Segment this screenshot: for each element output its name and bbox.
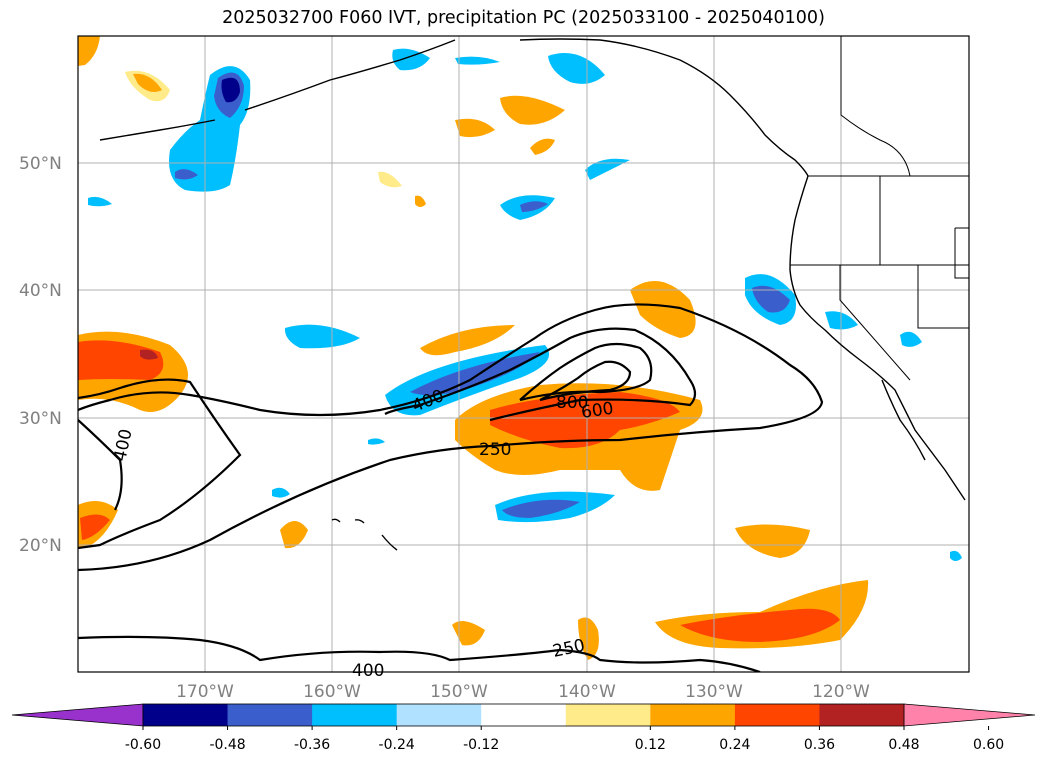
colorbar-swatch — [819, 704, 905, 726]
pos-anomaly-area — [415, 195, 426, 207]
colorbar-tick-label: -0.36 — [294, 737, 330, 753]
colorbar-tick-label: 0.12 — [635, 737, 666, 753]
colorbar-swatch — [227, 704, 313, 726]
pos-anomaly-area — [78, 36, 100, 66]
neg-anomaly-area — [410, 352, 540, 396]
map-title: 2025032700 F060 IVT, precipitation PC (2… — [222, 8, 825, 28]
neg-anomaly-area — [455, 56, 500, 65]
colorbar-swatch — [481, 704, 567, 726]
ivt-contours — [78, 303, 824, 672]
pos-anomaly-area — [530, 138, 555, 155]
lon-label-130: 130°W — [685, 682, 743, 702]
neg-anomaly-area — [221, 77, 240, 103]
colorbar-tick-label: -0.24 — [379, 737, 415, 753]
neg-anomaly-area — [950, 550, 962, 561]
map-frame — [77, 35, 970, 673]
pos-anomaly-area — [578, 617, 599, 660]
colorbar-swatch — [312, 704, 398, 726]
colorbar-extend-low — [11, 703, 144, 727]
lon-label-120: 120°W — [812, 682, 870, 702]
ivt-contour-250 — [78, 303, 824, 572]
colorbar: -0.60 -0.48 -0.36 -0.24 -0.12 0.12 0.24 0.36 0.4… — [11, 703, 1036, 753]
pos-anomaly-area — [735, 524, 810, 558]
neg-anomaly-area — [520, 201, 548, 212]
ivt-contour-800 — [539, 360, 632, 402]
pos-anomaly-area — [452, 621, 485, 646]
colorbar-frame — [142, 703, 905, 727]
pos-anomaly-area — [140, 349, 158, 360]
lat-label-30: 30°N — [19, 409, 62, 429]
neg-anomaly-area — [272, 487, 290, 498]
ivt-contour-600 — [519, 342, 653, 402]
pos-anomaly-area — [680, 608, 840, 642]
longitude-labels: 170°W 160°W 150°W 140°W 130°W 120°W — [176, 682, 870, 702]
neg-anomaly-area — [175, 169, 198, 180]
coastlines — [99, 38, 966, 551]
lon-label-170: 170°W — [176, 682, 234, 702]
ivt-contour-400 — [78, 378, 242, 550]
latitude-labels: 50°N 40°N 30°N 20°N — [19, 154, 62, 556]
ivt-contour-250 — [78, 635, 761, 672]
ivt-contour-400 — [78, 419, 123, 511]
colorbar-swatch — [650, 704, 736, 726]
colorbar-tick-label: 0.24 — [719, 737, 750, 753]
lon-label-140: 140°W — [558, 682, 616, 702]
colorbar-tick-label: 0.48 — [888, 737, 919, 753]
colorbar-swatch — [734, 704, 820, 726]
lat-label-20: 20°N — [19, 536, 62, 556]
neg-anomaly-area — [88, 196, 112, 207]
colorbar-swatch — [143, 704, 229, 726]
neg-anomaly-area — [900, 331, 922, 347]
pos-anomaly-area — [455, 118, 495, 138]
lat-label-40: 40°N — [19, 281, 62, 301]
colorbar-tick-label: 0.60 — [973, 737, 1004, 753]
neg-anomaly-area — [548, 53, 605, 84]
lon-label-150: 150°W — [430, 682, 488, 702]
pos-anomaly-area — [80, 514, 110, 540]
neg-anomaly-area — [585, 158, 630, 180]
map-gridlines — [78, 36, 969, 672]
colorbar-extend-high — [903, 703, 1036, 727]
colorbar-tick-label: -0.60 — [125, 737, 161, 753]
neg-anomaly-area — [752, 285, 790, 313]
pos-anomaly-area — [378, 171, 402, 188]
political-borders — [790, 36, 969, 381]
colorbar-swatch — [396, 704, 482, 726]
pos-anomaly-area — [490, 392, 680, 449]
ivt-label-800: 800 — [556, 393, 588, 413]
ivt-label-250: 250 — [479, 440, 511, 460]
colorbar-tick-label: 0.36 — [804, 737, 835, 753]
ivt-label-400-south: 400 — [352, 661, 384, 681]
pos-anomaly-area — [280, 521, 308, 549]
pos-anomaly-area — [625, 433, 665, 480]
colorbar-tick-label: -0.12 — [463, 737, 499, 753]
ivt-contour-label-group: 800 600 400 250 400 250 400 — [110, 386, 615, 681]
colorbar-swatch — [565, 704, 651, 726]
neg-anomaly-area — [284, 324, 360, 349]
lon-label-160: 160°W — [303, 682, 361, 702]
neg-anomaly-area — [368, 438, 385, 445]
pos-anomaly-area — [133, 73, 162, 92]
neg-anomaly-area — [502, 499, 580, 518]
pos-anomaly-area — [420, 325, 515, 356]
ivt-contour-400 — [384, 327, 697, 422]
pos-anomaly-area — [500, 95, 565, 125]
neg-anomaly-area — [392, 48, 430, 71]
ivt-label-600: 600 — [580, 399, 615, 423]
colorbar-tick-label: -0.48 — [209, 737, 245, 753]
lat-label-50: 50°N — [19, 154, 62, 174]
precip-shading — [78, 36, 962, 660]
pos-anomaly-area — [630, 281, 696, 338]
